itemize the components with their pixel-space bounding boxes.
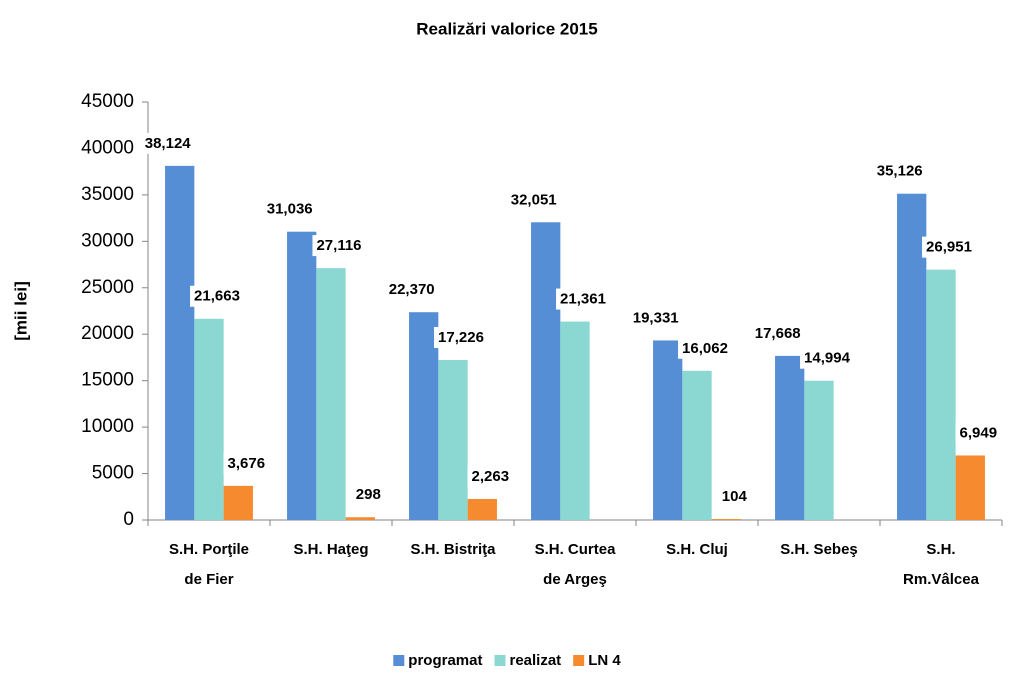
x-tick-label: de Fier [184,571,233,588]
bar [316,268,346,520]
legend-label: realizat [509,652,561,669]
x-tick-label: S.H. Haţeg [293,541,368,558]
legend-swatch [393,655,405,666]
value-label: 21,361 [560,291,606,308]
value-label: 2,263 [472,468,510,485]
bar [560,321,590,520]
bar [438,359,468,520]
y-tick-label: 40000 [81,137,134,158]
x-tick-label: S.H. Cluj [666,541,728,558]
y-tick-label: 30000 [81,230,134,251]
x-tick-label: de Argeş [543,571,607,588]
legend-label: LN 4 [588,652,621,669]
value-label-bg [922,236,976,258]
y-tick-label: 0 [123,509,134,530]
value-label-bg [506,189,561,211]
y-tick-label: 35000 [81,184,134,205]
y-tick-label: 5000 [92,463,134,484]
value-label-bg [556,288,610,310]
value-label-bg [312,235,366,257]
value-label: 21,663 [194,288,240,305]
x-tick-label: S.H. Sebeş [780,541,858,558]
x-tick-label: Rm.Vâlcea [903,571,980,588]
value-label: 17,668 [755,325,801,342]
legend-label: programat [408,652,482,669]
bar [711,519,741,520]
value-label-bg [140,132,196,154]
bar [165,165,195,520]
bar [531,222,561,521]
value-label-bg [434,326,488,348]
y-tick-label: 10000 [81,416,134,437]
value-label: 14,994 [804,350,851,367]
x-tick-label: S.H. Porţile [169,541,249,558]
value-label: 22,370 [389,281,435,298]
value-label: 19,331 [633,309,679,326]
chart-title: Realizări valorice 2015 [416,19,597,38]
bar [682,370,712,520]
value-label: 298 [356,486,381,503]
value-label: 32,051 [511,191,557,208]
bar [804,380,834,520]
value-label: 104 [722,488,748,505]
value-label-bg [678,337,732,359]
x-tick-label: S.H. Bistriţa [410,541,496,558]
value-label-bg [955,422,1002,444]
bar [194,318,224,520]
legend-swatch [573,655,585,666]
value-label-bg [351,484,385,506]
bar [926,269,956,520]
value-label-bg [223,452,270,474]
y-tick-label: 45000 [81,91,134,112]
bar [409,312,439,520]
value-label: 17,226 [438,329,484,346]
value-label: 31,036 [267,201,313,218]
value-label: 3,676 [228,455,266,472]
bar [345,517,375,520]
value-label: 27,116 [316,237,361,254]
bar [653,340,683,520]
x-tick-label: S.H. [926,541,955,558]
x-tick-label: S.H. Curtea [535,541,617,558]
bar [897,193,927,520]
value-label: 38,124 [145,135,192,152]
value-label: 6,949 [960,424,998,441]
y-tick-label: 25000 [81,277,134,298]
bar [287,231,317,521]
value-label-bg [467,465,514,487]
bar [775,355,805,520]
value-label-bg [717,486,752,508]
value-label: 26,951 [926,239,972,256]
value-label-bg [190,285,244,307]
legend-swatch [494,655,506,666]
y-tick-label: 20000 [81,323,134,344]
y-tick-label: 15000 [81,370,134,391]
value-label-bg [262,198,317,220]
value-label-bg [628,307,683,329]
y-axis-label: [mii lei] [11,281,30,341]
value-label-bg [872,160,927,182]
value-label-bg [384,279,439,301]
value-label-bg [800,347,855,369]
value-label: 16,062 [682,340,728,357]
value-label-bg [750,322,805,344]
bar [955,455,985,520]
bar [223,485,253,520]
value-label: 35,126 [877,163,923,180]
bar [467,498,497,520]
